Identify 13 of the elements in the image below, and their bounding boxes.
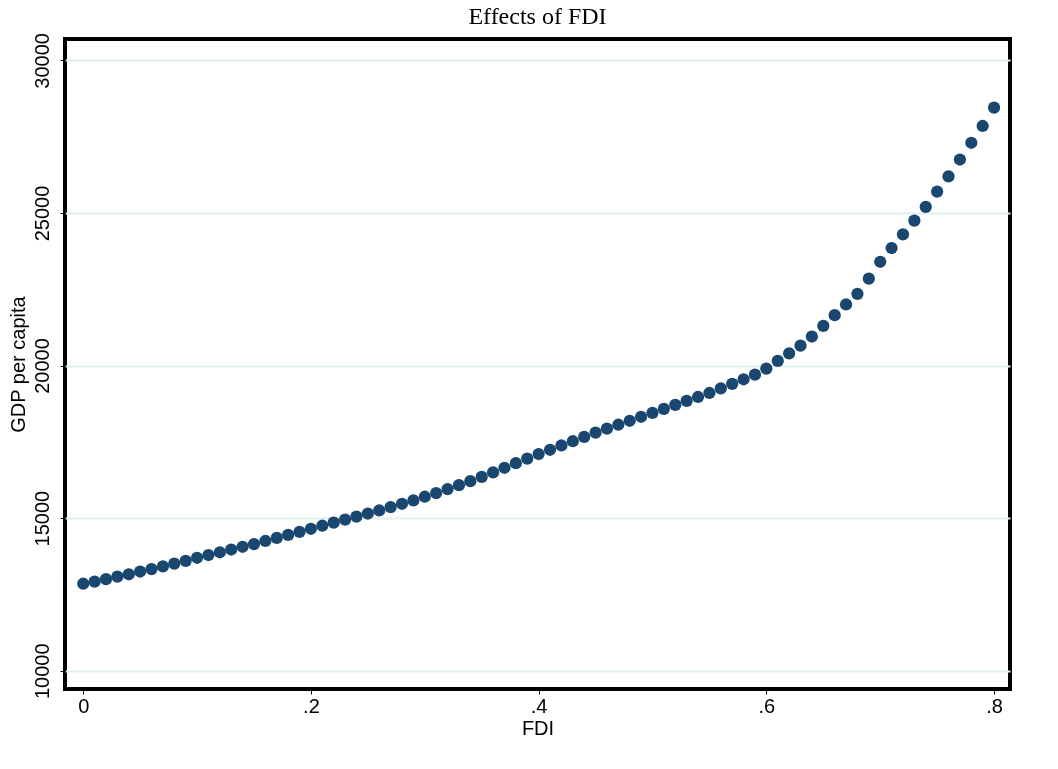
x-tick-label: .6 (758, 694, 776, 717)
x-tick-label: .2 (303, 694, 320, 717)
y-tick-label: 10000 (30, 643, 53, 699)
x-tick-label: 0 (78, 694, 90, 717)
y-tick-label: 25000 (30, 185, 53, 242)
y-tick-label: 20000 (30, 338, 53, 394)
y-tick-label: 15000 (30, 490, 53, 547)
y-axis-title: GDP per capita (6, 295, 29, 433)
y-tick-label: 30000 (30, 33, 53, 89)
x-axis-title: FDI (521, 716, 555, 739)
chart-title: Effects of FDI (468, 2, 607, 29)
x-tick-label: .4 (530, 694, 548, 717)
x-tick-label: .8 (986, 694, 1003, 717)
